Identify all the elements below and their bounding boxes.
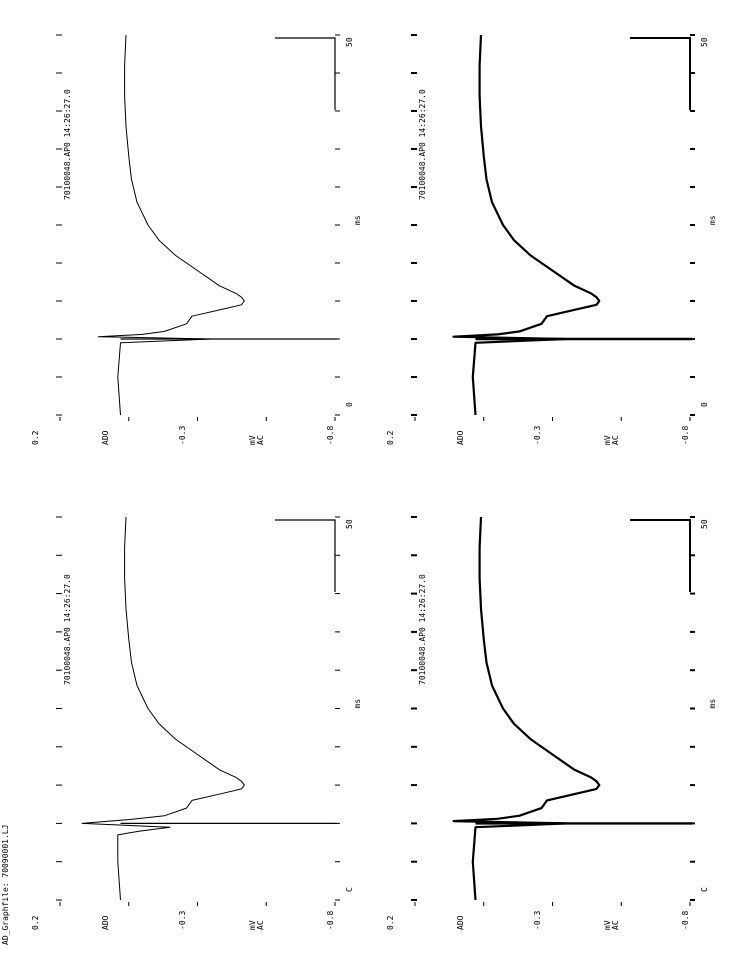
y-axis-unit-label-group: AC bbox=[256, 435, 265, 445]
trace-line bbox=[81, 516, 245, 901]
x-axis-label: ms bbox=[708, 215, 717, 225]
scale-bar-label: 50 bbox=[700, 519, 709, 529]
y-axis-unit-label: AC bbox=[611, 435, 620, 445]
scale-bar-label: 50 bbox=[700, 37, 709, 47]
x-tick-label: 0 bbox=[700, 402, 709, 407]
y-tick-label-group: 0.2 bbox=[386, 430, 395, 445]
scale-bar-label: 50 bbox=[345, 519, 354, 529]
plot-grid: 50 70100048.AP0 14:26:27.0 0.2 ADO -0.3 mV -0.… bbox=[31, 34, 717, 930]
scale-bar bbox=[275, 519, 336, 592]
scale-bar-label-group: 50 bbox=[345, 37, 354, 47]
y-tick-label: ADO bbox=[101, 430, 110, 445]
y-tick-label-group: -0.8 bbox=[681, 911, 690, 930]
trace-line bbox=[452, 34, 601, 416]
scale-bar bbox=[630, 37, 691, 110]
scale-bar-label-group: 50 bbox=[700, 519, 709, 529]
y-tick-label-group: 0.2 bbox=[31, 430, 40, 445]
y-tick-label-group: mV bbox=[603, 435, 612, 445]
scale-bar-label: 50 bbox=[345, 37, 354, 47]
y-tick-label-group: -0.3 bbox=[178, 426, 187, 445]
x-axis-label-group: ms bbox=[708, 215, 717, 225]
x-tick-label: C bbox=[345, 887, 354, 892]
page-header: AD_Graphfile: 70090001.LJ bbox=[1, 825, 10, 945]
y-tick-label: 0.2 bbox=[31, 915, 40, 930]
x-tick-label-group: 0 bbox=[345, 402, 354, 407]
y-tick-label: -0.3 bbox=[178, 426, 187, 445]
chart-panel-3: 50 70100048.AP0 14:26:27.0 0.2 ADO -0.3 mV -0.… bbox=[386, 516, 717, 930]
y-tick-label: -0.8 bbox=[326, 911, 335, 930]
x-axis-label: ms bbox=[353, 215, 362, 225]
y-tick-label: -0.8 bbox=[326, 426, 335, 445]
y-tick-label-group: -0.3 bbox=[533, 911, 542, 930]
y-tick-label-group: mV bbox=[603, 920, 612, 930]
x-axis-label-group: ms bbox=[708, 699, 717, 709]
scale-bar-label-group: 50 bbox=[700, 37, 709, 47]
y-tick-label: -0.3 bbox=[533, 911, 542, 930]
y-tick-label-group: -0.3 bbox=[178, 911, 187, 930]
y-axis-unit-label-group: AC bbox=[611, 920, 620, 930]
scale-bar bbox=[630, 519, 691, 592]
trace-line bbox=[452, 516, 601, 901]
x-axis-label: ms bbox=[708, 699, 717, 709]
x-tick-label-group: 0 bbox=[700, 402, 709, 407]
y-tick-label-group: -0.8 bbox=[326, 911, 335, 930]
y-tick-label: mV bbox=[603, 920, 612, 930]
x-axis-label: ms bbox=[353, 699, 362, 709]
y-tick-label-group: ADO bbox=[456, 430, 465, 445]
y-tick-label: 0.2 bbox=[31, 430, 40, 445]
trace-line bbox=[98, 34, 245, 416]
y-axis-unit-label-group: AC bbox=[256, 920, 265, 930]
y-tick-label: mV bbox=[248, 435, 257, 445]
y-tick-label-group: ADO bbox=[456, 915, 465, 930]
y-tick-label: ADO bbox=[456, 430, 465, 445]
chart-panel-4: 50 70100048.AP0 14:26:27.0 0.2 ADO -0.3 mV -0.… bbox=[386, 34, 717, 445]
y-tick-label-group: mV bbox=[248, 435, 257, 445]
x-tick-label-group: C bbox=[345, 887, 354, 892]
y-tick-label: -0.3 bbox=[178, 911, 187, 930]
trace-label: 70100048.AP0 14:26:27.0 bbox=[418, 574, 427, 685]
y-axis-unit-label: AC bbox=[256, 920, 265, 930]
chart-panel-2: 50 70100048.AP0 14:26:27.0 0.2 ADO -0.3 mV -0.… bbox=[31, 34, 362, 445]
trace-label: 70100048.AP0 14:26:27.0 bbox=[63, 89, 72, 200]
chart-panel-1: 50 70100048.AP0 14:26:27.0 0.2 ADO -0.3 mV -0.… bbox=[31, 516, 362, 930]
y-tick-label-group: ADO bbox=[101, 430, 110, 445]
scale-bar bbox=[275, 37, 336, 110]
y-tick-label-group: 0.2 bbox=[386, 915, 395, 930]
y-tick-label-group: -0.3 bbox=[533, 426, 542, 445]
y-axis-unit-label: AC bbox=[611, 920, 620, 930]
y-tick-label-group: -0.8 bbox=[681, 426, 690, 445]
y-tick-label: ADO bbox=[456, 915, 465, 930]
trace-label: 70100048.AP0 14:26:27.0 bbox=[418, 89, 427, 200]
y-tick-label: -0.8 bbox=[681, 911, 690, 930]
y-tick-label-group: mV bbox=[248, 920, 257, 930]
trace-label-group: 70100048.AP0 14:26:27.0 bbox=[418, 574, 427, 685]
trace-label: 70100048.AP0 14:26:27.0 bbox=[63, 574, 72, 685]
y-tick-label: -0.3 bbox=[533, 426, 542, 445]
scale-bar-label-group: 50 bbox=[345, 519, 354, 529]
y-axis-unit-label: AC bbox=[256, 435, 265, 445]
y-axis-unit-label-group: AC bbox=[611, 435, 620, 445]
page-header-text: AD_Graphfile: 70090001.LJ bbox=[1, 825, 10, 945]
y-tick-label-group: -0.8 bbox=[326, 426, 335, 445]
y-tick-label: 0.2 bbox=[386, 430, 395, 445]
y-tick-label-group: 0.2 bbox=[31, 915, 40, 930]
y-tick-label: 0.2 bbox=[386, 915, 395, 930]
trace-label-group: 70100048.AP0 14:26:27.0 bbox=[63, 89, 72, 200]
x-tick-label: C bbox=[700, 887, 709, 892]
trace-label-group: 70100048.AP0 14:26:27.0 bbox=[418, 89, 427, 200]
y-tick-label: mV bbox=[248, 920, 257, 930]
x-tick-label: 0 bbox=[345, 402, 354, 407]
y-tick-label: -0.8 bbox=[681, 426, 690, 445]
y-tick-label: ADO bbox=[101, 915, 110, 930]
y-tick-label: mV bbox=[603, 435, 612, 445]
x-axis-label-group: ms bbox=[353, 699, 362, 709]
y-tick-label-group: ADO bbox=[101, 915, 110, 930]
x-axis-label-group: ms bbox=[353, 215, 362, 225]
trace-label-group: 70100048.AP0 14:26:27.0 bbox=[63, 574, 72, 685]
x-tick-label-group: C bbox=[700, 887, 709, 892]
